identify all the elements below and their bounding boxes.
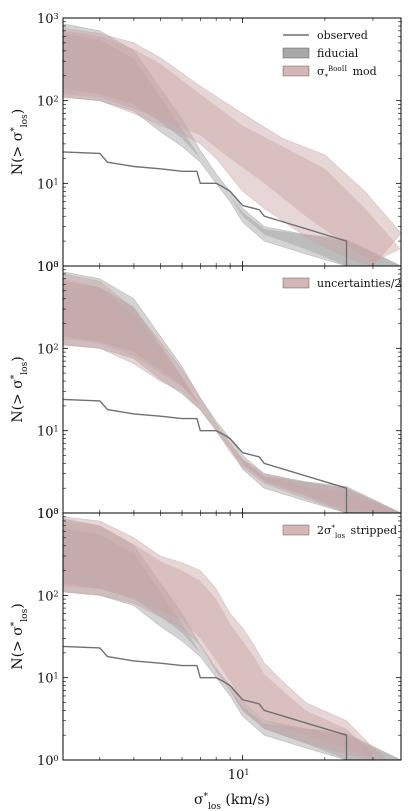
series-line-observed (63, 151, 348, 266)
x-axis-label: σ*los (km/s) (194, 792, 270, 811)
legend: observed fiducial σ*BooII mod (282, 29, 377, 81)
band-inner-uncertainties-2 (63, 278, 401, 513)
series-line-observed (63, 645, 348, 760)
y-axis-label: N(> σ*los) (10, 109, 30, 175)
legend-label: σ*BooII mod (317, 65, 377, 81)
legend-label: fiducial (317, 47, 359, 60)
legend-label: 2σ*los stripped (317, 524, 397, 540)
y-tick-label: 102 (37, 94, 59, 110)
legend: 2σ*los stripped (282, 524, 397, 540)
panel-2: 100 101 102 103 N(> σ*los) uncertainties/2 (10, 260, 402, 523)
plot-area (63, 271, 401, 513)
band-inner-fiducial (63, 528, 401, 760)
y-axis-label: N(> σ*los) (10, 603, 30, 669)
band-outer-fiducial (63, 23, 401, 266)
band-inner-fiducial (63, 33, 401, 266)
panel-3: 100 101 102 103 101 N(> σ*los) σ*los (km/s) 2σ*… (10, 507, 402, 811)
band-outer-booii-mod (63, 27, 401, 266)
legend-label: uncertainties/2 (317, 277, 401, 290)
legend-swatch-band (282, 277, 310, 289)
y-tick-label: 100 (37, 260, 59, 276)
series-line-observed (63, 398, 348, 513)
band-outer-fiducial (63, 518, 401, 760)
y-tick-label: 100 (37, 754, 59, 770)
y-axis-label: N(> σ*los) (10, 356, 30, 422)
band-inner-fiducial (63, 281, 401, 513)
y-tick-label: 101 (37, 177, 59, 193)
band-inner-booii-mod (63, 30, 401, 263)
band-inner-2-los-stripped (63, 521, 373, 759)
legend-swatch-band (282, 65, 310, 77)
y-tick-label: 102 (37, 342, 59, 358)
y-tick-label: 100 (37, 507, 59, 523)
y-tick-label: 103 (37, 12, 59, 28)
axes-frame (62, 512, 402, 761)
band-outer-uncertainties-2 (63, 273, 401, 513)
y-tick-label: 103 (37, 260, 59, 276)
legend: uncertainties/2 (282, 277, 401, 290)
plot-area (63, 23, 401, 266)
y-tick-label: 103 (37, 507, 59, 523)
y-tick-label: 102 (37, 589, 59, 605)
legend-label: observed (317, 29, 368, 42)
y-tick-label: 101 (37, 424, 59, 440)
legend-swatch-band (282, 524, 310, 536)
band-outer-2-los-stripped (63, 516, 389, 760)
band-outer-fiducial (63, 271, 401, 513)
panel-1: 100 101 102 103 N(> σ*los) observed fiducial σ*… (10, 12, 402, 276)
legend-swatch-band (282, 47, 310, 59)
x-tick-label: 101 (228, 768, 250, 784)
plot-area (63, 516, 401, 760)
y-tick-label: 101 (37, 671, 59, 687)
